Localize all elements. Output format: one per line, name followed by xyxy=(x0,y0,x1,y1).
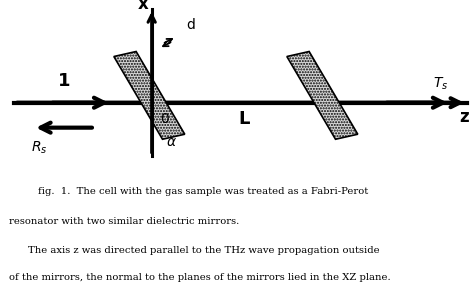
Polygon shape xyxy=(287,51,358,139)
Text: fig.  1.  The cell with the gas sample was treated as a Fabri-Perot: fig. 1. The cell with the gas sample was… xyxy=(38,187,368,196)
Text: 1: 1 xyxy=(58,72,70,90)
Polygon shape xyxy=(114,51,185,139)
Text: L: L xyxy=(238,110,250,128)
Text: of the mirrors, the normal to the planes of the mirrors lied in the XZ plane.: of the mirrors, the normal to the planes… xyxy=(9,273,391,282)
Text: The axis z was directed parallel to the THz wave propagation outside: The axis z was directed parallel to the … xyxy=(28,246,380,255)
Text: z: z xyxy=(460,108,469,126)
Text: $\alpha$: $\alpha$ xyxy=(166,135,177,149)
Text: x: x xyxy=(138,0,148,13)
Text: d: d xyxy=(186,18,195,32)
Text: resonator with two similar dielectric mirrors.: resonator with two similar dielectric mi… xyxy=(9,217,240,226)
Text: 0: 0 xyxy=(161,112,169,126)
Text: $R_s$: $R_s$ xyxy=(31,140,47,156)
Text: $T_s$: $T_s$ xyxy=(433,76,448,92)
